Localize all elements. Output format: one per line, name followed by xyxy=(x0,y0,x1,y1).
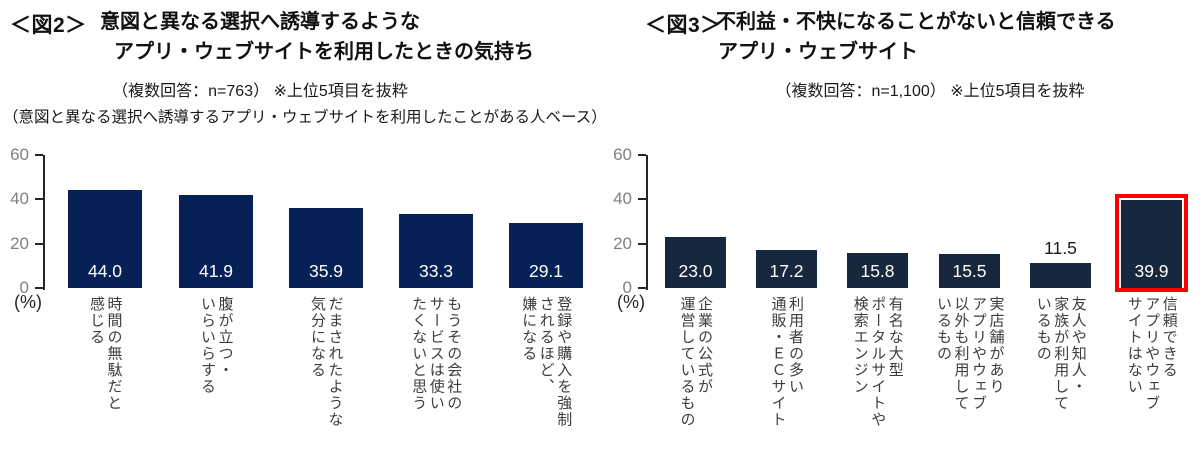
y-tick-label: 40 xyxy=(10,189,29,209)
bar-category-label: 信頼できる アプリやウェブ サイトはない xyxy=(1125,296,1178,412)
figure2-base-note: （意図と異なる選択へ誘導するアプリ・ウェブサイトを利用したことがある人ベース） xyxy=(3,109,607,126)
bar-value-label: 39.9 xyxy=(1134,261,1169,281)
bar xyxy=(399,214,473,288)
y-axis-tick xyxy=(638,198,646,201)
y-tick-label: 60 xyxy=(10,145,29,164)
bar-value-label: 44.0 xyxy=(87,261,123,281)
bar-category-label: もうその会社の サービスは使い たくないと思う xyxy=(410,296,463,412)
bar-category-label: 企業の公式が 運営しているもの xyxy=(678,296,714,428)
y-axis-tick xyxy=(638,154,646,156)
bar-value-label: 11.5 xyxy=(1044,237,1077,258)
bar xyxy=(1030,262,1091,288)
figure2-title: 意図と異なる選択へ誘導するような アプリ・ウェブサイトを利用したときの気持ち xyxy=(100,7,534,67)
y-axis-tick xyxy=(35,287,43,289)
figure3-title-line1: 不利益・不快になることがないと信頼できる xyxy=(716,11,1116,33)
bar-value-label: 15.8 xyxy=(860,261,895,281)
y-axis-tick xyxy=(35,242,43,245)
bar-category-label: 実店舗があり アプリやウェブ 以外も利用して いるもの xyxy=(935,296,1005,412)
bar xyxy=(756,249,817,288)
y-axis-unit-label: (%) xyxy=(14,292,42,312)
bar-category-label: 利用者の多い 通販・ＥＣサイト xyxy=(769,296,805,428)
bar xyxy=(939,253,1000,288)
figure3-tag: ＜図3＞ xyxy=(645,14,722,37)
bar-value-label: 15.5 xyxy=(952,261,987,281)
bar xyxy=(179,195,253,288)
figure2-tag: ＜図2＞ xyxy=(10,14,87,37)
y-axis-tick xyxy=(35,154,43,156)
y-tick-label: 40 xyxy=(613,189,632,209)
bar xyxy=(847,252,908,288)
bar-value-label: 29.1 xyxy=(528,261,564,281)
y-axis xyxy=(646,155,648,290)
y-axis xyxy=(43,155,45,290)
figure2-title-line2: アプリ・ウェブサイトを利用したときの気持ち xyxy=(114,41,534,63)
figure2-subtitle: （複数回答：n=763） ※上位5項目を抜粋 xyxy=(112,83,408,100)
bar xyxy=(68,190,142,288)
bar-value-label: 41.9 xyxy=(198,261,234,281)
bar xyxy=(665,237,726,288)
y-tick-label: 0 xyxy=(19,278,29,297)
figure3-title: 不利益・不快になることがないと信頼できる アプリ・ウェブサイト xyxy=(716,7,1116,67)
y-tick-label: 20 xyxy=(613,233,632,253)
bar-value-label: 17.2 xyxy=(769,261,804,281)
bar-category-label: だまされたような 気分になる xyxy=(309,296,344,428)
y-axis-tick xyxy=(638,242,646,245)
bar-category-label: 時間の無駄だと 感じる xyxy=(88,296,123,412)
bar-category-label: 友人や知人・ 家族が利用して いるもの xyxy=(1034,296,1087,412)
y-axis-tick xyxy=(35,198,43,201)
y-axis-tick xyxy=(638,287,646,289)
bar xyxy=(509,223,583,288)
bar-value-label: 23.0 xyxy=(678,261,713,281)
figure3-subtitle: （複数回答：n=1,100） ※上位5項目を抜粋 xyxy=(775,83,1085,100)
figure3-title-line2: アプリ・ウェブサイト xyxy=(718,41,918,63)
y-axis-unit-label: (%) xyxy=(617,292,645,312)
bar-category-label: 登録や購入を強制 されるほど、 嫌になる xyxy=(520,296,573,428)
bar-value-label: 35.9 xyxy=(308,261,344,281)
bar-category-label: 有名な大型 ポータルサイトや 検索エンジン xyxy=(851,296,904,428)
highlighted-bar-frame xyxy=(1115,193,1188,292)
bar xyxy=(289,208,363,288)
bar-value-label: 33.3 xyxy=(418,261,454,281)
y-tick-label: 20 xyxy=(10,233,29,253)
figure2-title-line1: 意図と異なる選択へ誘導するような xyxy=(100,11,420,33)
y-tick-label: 0 xyxy=(622,278,632,297)
bar xyxy=(1121,199,1182,288)
y-tick-label: 60 xyxy=(613,145,632,164)
bar-category-label: 腹が立つ・ いらいらする xyxy=(199,296,234,395)
